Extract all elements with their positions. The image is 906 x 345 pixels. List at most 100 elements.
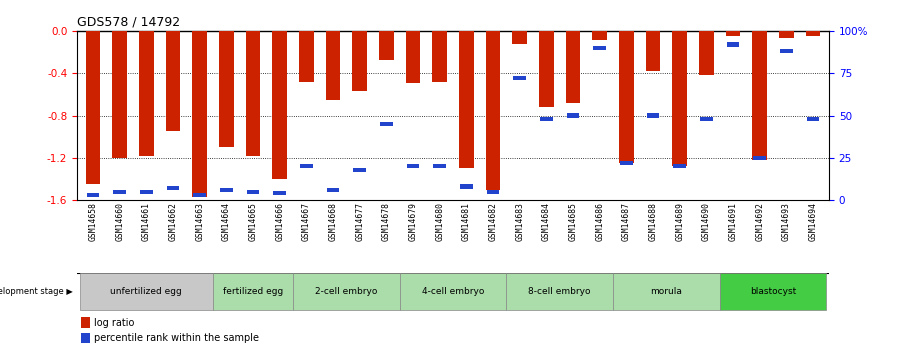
Bar [539,31,554,107]
Bar [166,31,180,131]
Bar [300,164,313,168]
Text: GSM14663: GSM14663 [195,201,204,240]
Bar [700,117,712,121]
Bar [112,31,127,158]
Bar [593,46,606,50]
Bar [727,42,739,47]
Text: GSM14678: GSM14678 [381,201,390,240]
Bar [274,191,286,196]
Text: morula: morula [651,287,682,296]
Bar [293,273,400,310]
Bar [219,31,234,147]
Text: GSM14689: GSM14689 [675,201,684,240]
Text: GSM14693: GSM14693 [782,201,791,240]
Text: GSM14658: GSM14658 [89,201,98,240]
Bar [327,188,339,192]
Text: GSM14679: GSM14679 [409,201,418,240]
Text: GSM14692: GSM14692 [756,201,764,240]
Text: GSM14688: GSM14688 [649,201,658,240]
Text: percentile rank within the sample: percentile rank within the sample [93,333,258,343]
Bar [619,31,633,163]
Text: GSM14681: GSM14681 [462,201,471,240]
Text: GSM14668: GSM14668 [329,201,338,240]
Bar [246,189,259,194]
Text: GSM14684: GSM14684 [542,201,551,240]
Bar [780,49,793,53]
Bar [487,189,499,194]
Bar [806,117,819,121]
Bar [512,31,527,44]
Bar [167,186,179,190]
Bar [646,31,660,71]
Bar [220,188,233,192]
Bar [805,31,820,36]
Bar [87,193,100,197]
Bar [86,31,101,184]
Text: fertilized egg: fertilized egg [223,287,284,296]
Text: GSM14680: GSM14680 [435,201,444,240]
Bar [352,31,367,91]
Bar [194,193,206,197]
Text: GSM14691: GSM14691 [728,201,737,240]
Text: 2-cell embryo: 2-cell embryo [315,287,378,296]
Text: GSM14690: GSM14690 [702,201,711,240]
Bar [506,273,613,310]
Bar [593,31,607,39]
Bar [325,31,341,100]
Bar [672,31,687,166]
Bar [779,31,794,38]
Bar [752,31,767,160]
Bar [139,31,154,156]
Text: blastocyst: blastocyst [750,287,796,296]
Text: unfertilized egg: unfertilized egg [111,287,182,296]
Text: 4-cell embryo: 4-cell embryo [422,287,484,296]
Text: GSM14694: GSM14694 [808,201,817,240]
Bar [273,31,287,179]
Bar [540,117,553,121]
Bar [565,31,581,103]
Bar [80,273,213,310]
Bar [81,317,90,328]
Bar [486,31,500,189]
Bar [246,31,260,156]
Bar [459,31,474,168]
Text: GSM14677: GSM14677 [355,201,364,240]
Text: GSM14662: GSM14662 [169,201,178,240]
Text: log ratio: log ratio [93,318,134,328]
Bar [407,164,419,168]
Text: GSM14664: GSM14664 [222,201,231,240]
Bar [381,122,392,126]
Text: GSM14686: GSM14686 [595,201,604,240]
Bar [81,333,90,344]
Bar [567,114,579,118]
Text: GSM14687: GSM14687 [622,201,631,240]
Text: GSM14661: GSM14661 [142,201,150,240]
Text: GSM14666: GSM14666 [275,201,284,240]
Bar [379,31,394,60]
Text: GSM14685: GSM14685 [568,201,577,240]
Bar [754,156,766,160]
Bar [432,31,447,82]
Bar [113,189,126,194]
Bar [647,114,660,118]
Bar [699,31,714,76]
Bar [213,273,293,310]
Bar [192,31,207,197]
Text: GSM14660: GSM14660 [115,201,124,240]
Text: GSM14683: GSM14683 [516,201,525,240]
Bar [514,76,525,80]
Bar [613,273,719,310]
Bar [726,31,740,36]
Text: 8-cell embryo: 8-cell embryo [528,287,591,296]
Text: development stage ▶: development stage ▶ [0,287,73,296]
Bar [433,164,446,168]
Bar [673,164,686,168]
Bar [406,31,420,83]
Bar [140,189,152,194]
Text: GSM14682: GSM14682 [488,201,497,240]
Bar [299,31,313,82]
Text: GSM14667: GSM14667 [302,201,311,240]
Bar [400,273,506,310]
Bar [719,273,826,310]
Bar [460,185,473,189]
